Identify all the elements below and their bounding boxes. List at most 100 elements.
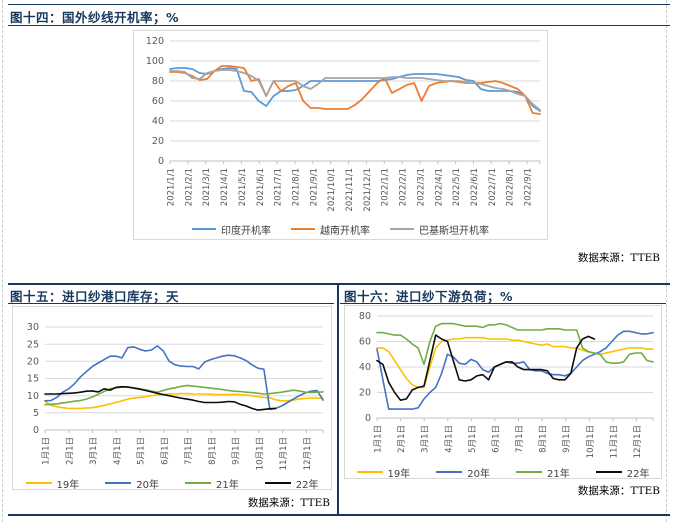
svg-text:2021/3/1: 2021/3/1	[202, 168, 212, 206]
legend-label: 21年	[547, 468, 570, 480]
svg-text:12月1日: 12月1日	[633, 425, 643, 458]
svg-text:40: 40	[359, 362, 371, 373]
figure-15-title-rule	[8, 303, 334, 304]
figure-15-plot: 0 5 10 15 20 25 30 1月1日 2月1日 3月1日 4月1日 5月1日 6月1日 7月1日…	[13, 307, 331, 475]
legend-line-swatch	[356, 471, 383, 473]
svg-text:80: 80	[359, 311, 371, 322]
row-divider-rule	[8, 283, 670, 285]
svg-text:2021/1/1: 2021/1/1	[167, 168, 177, 206]
legend-line-swatch	[516, 471, 542, 473]
legend-label: 19年	[387, 468, 411, 480]
svg-text:7月1日: 7月1日	[184, 437, 194, 465]
figure-16-legend: 19年 20年 21年 22年	[345, 464, 661, 480]
legend-item-巴基斯坦开机率: 巴基斯坦开机率	[390, 222, 489, 237]
svg-text:2021/5/1: 2021/5/1	[238, 168, 248, 206]
svg-text:5月1日: 5月1日	[468, 425, 478, 453]
svg-text:9月1日: 9月1日	[232, 437, 242, 465]
legend-line-swatch	[25, 482, 52, 484]
legend-line-swatch	[185, 482, 211, 484]
legend-line-swatch	[291, 228, 315, 230]
svg-text:2022/5/1: 2022/5/1	[452, 168, 462, 206]
legend-line-swatch	[436, 471, 463, 473]
svg-text:20: 20	[27, 357, 39, 368]
legend-label: 越南开机率	[320, 225, 370, 237]
svg-text:10月1日: 10月1日	[255, 437, 265, 470]
svg-text:2022/3/1: 2022/3/1	[416, 168, 426, 206]
legend-item-20年: 20年	[105, 476, 159, 491]
svg-text:2022/1/1: 2022/1/1	[381, 168, 391, 206]
svg-text:11月1日: 11月1日	[279, 437, 289, 470]
svg-text:10月1日: 10月1日	[586, 425, 596, 458]
svg-text:2021/12/1: 2021/12/1	[363, 168, 373, 212]
svg-text:2022/2/1: 2022/2/1	[399, 168, 409, 206]
svg-text:11月1日: 11月1日	[609, 425, 619, 458]
legend-line-swatch	[192, 228, 216, 230]
legend-item-22年: 22年	[595, 465, 649, 480]
svg-text:1月1日: 1月1日	[374, 425, 384, 453]
svg-text:40: 40	[152, 116, 164, 127]
legend-label: 巴基斯坦开机率	[419, 225, 489, 237]
svg-text:2022/8/1: 2022/8/1	[506, 168, 516, 206]
column-divider-rule	[337, 283, 339, 516]
svg-text:2021/7/1: 2021/7/1	[274, 168, 284, 206]
svg-text:2021/2/1: 2021/2/1	[184, 168, 194, 206]
svg-text:2022/9/1: 2022/9/1	[524, 168, 534, 206]
svg-text:3月1日: 3月1日	[421, 425, 431, 453]
figure-14-top-rule	[8, 4, 670, 5]
svg-text:30: 30	[27, 322, 39, 333]
legend-label: 20年	[467, 468, 490, 480]
figure-14-title-rule	[8, 25, 670, 26]
figure-15-chart: 0 5 10 15 20 25 30 1月1日 2月1日 3月1日 4月1日 5月1日 6月1日 7月1日…	[12, 306, 332, 491]
svg-text:2月1日: 2月1日	[65, 437, 75, 465]
legend-label: 19年	[56, 479, 80, 491]
figure-14-legend: 印度开机率 越南开机率 巴基斯坦开机率	[134, 219, 547, 239]
svg-text:2021/9/1: 2021/9/1	[309, 168, 319, 206]
page-margin-guide-right	[666, 0, 667, 522]
svg-text:5: 5	[33, 408, 39, 419]
svg-text:80: 80	[152, 76, 164, 87]
legend-item-22年: 22年	[264, 476, 318, 491]
svg-text:1月1日: 1月1日	[42, 437, 52, 465]
svg-text:2022/6/1: 2022/6/1	[470, 168, 480, 206]
figure-15-source: 数据来源：TTEB	[247, 497, 330, 509]
svg-text:20: 20	[359, 388, 371, 399]
legend-label: 20年	[136, 479, 159, 491]
svg-text:2021/11/1: 2021/11/1	[345, 168, 355, 212]
svg-text:0: 0	[158, 156, 164, 167]
figure-15-title: 图十五：进口纱港口库存；天	[10, 289, 180, 304]
svg-text:25: 25	[27, 339, 39, 350]
svg-text:6月1日: 6月1日	[160, 437, 170, 465]
figure-14-chart: 0 20 40 60 80 100 120 2021/1/1 2021/2/1 2021/3/1 2…	[133, 30, 548, 240]
page-margin-guide-left	[2, 0, 3, 522]
svg-text:2022/4/1: 2022/4/1	[434, 168, 444, 206]
svg-text:120: 120	[146, 36, 164, 47]
svg-text:60: 60	[359, 337, 371, 348]
svg-text:2021/6/1: 2021/6/1	[256, 168, 266, 206]
legend-item-20年: 20年	[436, 465, 490, 480]
svg-text:2022/7/1: 2022/7/1	[488, 168, 498, 206]
legend-item-21年: 21年	[516, 465, 570, 480]
svg-text:5月1日: 5月1日	[137, 437, 147, 465]
svg-text:0: 0	[33, 425, 39, 436]
legend-line-swatch	[264, 482, 291, 484]
svg-text:4月1日: 4月1日	[113, 437, 123, 465]
figure-15-legend: 19年 20年 21年 22年	[13, 475, 331, 491]
svg-text:10: 10	[27, 391, 39, 402]
page-bottom-rule	[8, 514, 670, 516]
svg-text:8月1日: 8月1日	[539, 425, 549, 453]
legend-line-swatch	[595, 471, 622, 473]
figure-16-chart: 0 20 40 60 80 1月1日 2月1日 3月1日 4月1日 5月1日 6月1日 7月1日 8月1…	[344, 305, 662, 480]
svg-text:2021/4/1: 2021/4/1	[220, 168, 230, 206]
legend-label: 印度开机率	[221, 225, 271, 237]
svg-text:12月1日: 12月1日	[303, 437, 313, 470]
svg-text:9月1日: 9月1日	[562, 425, 572, 453]
legend-item-印度开机率: 印度开机率	[192, 222, 271, 237]
svg-text:4月1日: 4月1日	[444, 425, 454, 453]
svg-text:2021/8/1: 2021/8/1	[292, 168, 302, 206]
figure-16-source: 数据来源：TTEB	[577, 485, 660, 497]
svg-text:2021/10/1: 2021/10/1	[327, 168, 337, 212]
legend-item-19年: 19年	[25, 476, 80, 491]
svg-text:7月1日: 7月1日	[515, 425, 525, 453]
figure-16-title-rule	[340, 303, 666, 304]
